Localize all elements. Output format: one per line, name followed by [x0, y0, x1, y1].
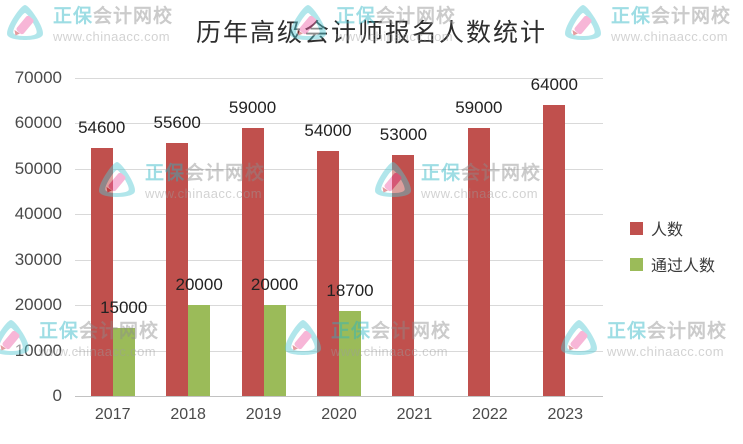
- data-label-passed-2019: 20000: [250, 275, 299, 295]
- x-axis-tick-label: 2017: [94, 406, 131, 423]
- y-axis-tick-label: 50000: [14, 158, 62, 178]
- bar-registered-2018: [166, 143, 189, 396]
- data-label-passed-2018: 20000: [175, 275, 223, 295]
- x-axis-line: [75, 396, 603, 397]
- y-axis-tick-label: 70000: [14, 68, 62, 87]
- x-axis-tick-label: 2018: [170, 406, 206, 423]
- x-axis-tick-label: 2019: [245, 406, 282, 423]
- bar-passed-2020: [339, 311, 361, 396]
- y-axis-tick-label: 40000: [14, 204, 62, 224]
- y-axis-tick-label: 10000: [14, 340, 62, 360]
- bar-registered-2020: [317, 150, 339, 396]
- data-label-passed-2017: 15000: [100, 297, 148, 317]
- x-axis-tick-label: 2021: [396, 406, 433, 423]
- x-axis-tick-label: 2022: [472, 406, 508, 423]
- legend-item-passed: 通过人数: [630, 252, 715, 276]
- data-label-registered-2019: 59000: [228, 97, 277, 117]
- data-label-passed-2020: 18700: [326, 281, 374, 301]
- bar-registered-2017: [90, 147, 113, 396]
- bar-registered-2019: [241, 127, 264, 396]
- bar-passed-2017: [112, 327, 135, 396]
- bar-registered-2021: [392, 155, 415, 396]
- gridline-70000: [75, 78, 603, 79]
- bar-passed-2019: [263, 305, 286, 396]
- bar-registered-2022: [467, 127, 490, 396]
- gridline-40000: [75, 214, 603, 216]
- legend-item-registered: 人数: [630, 216, 715, 240]
- bar-passed-2018: [188, 305, 211, 396]
- x-axis-tick-label: 2020: [321, 406, 357, 423]
- data-label-registered-2020: 54000: [304, 120, 352, 140]
- data-label-registered-2017: 54600: [78, 117, 126, 137]
- gridline-50000: [75, 168, 603, 170]
- y-axis-tick-label: 0: [52, 386, 62, 405]
- data-label-registered-2018: 55600: [153, 113, 201, 133]
- data-label-registered-2022: 59000: [455, 97, 503, 117]
- y-axis-tick-label: 30000: [14, 249, 62, 269]
- gridline-20000: [75, 305, 603, 307]
- y-axis-tick-label: 20000: [14, 295, 62, 315]
- bar-registered-2023: [543, 105, 566, 396]
- data-label-registered-2021: 53000: [379, 125, 428, 145]
- legend-swatch-registered: [630, 221, 643, 235]
- x-axis-tick-label: 2023: [547, 406, 584, 423]
- legend-swatch-passed: [630, 257, 643, 271]
- gridline-60000: [75, 123, 603, 125]
- gridline-30000: [75, 259, 603, 261]
- legend-label-registered: 人数: [651, 222, 684, 239]
- data-label-registered-2023: 64000: [530, 75, 578, 95]
- legend: 人数 通过人数: [630, 216, 715, 288]
- legend-label-passed: 通过人数: [651, 258, 716, 275]
- chart-title: 历年高级会计师报名人数统计: [195, 18, 547, 47]
- y-axis-tick-label: 60000: [14, 113, 62, 133]
